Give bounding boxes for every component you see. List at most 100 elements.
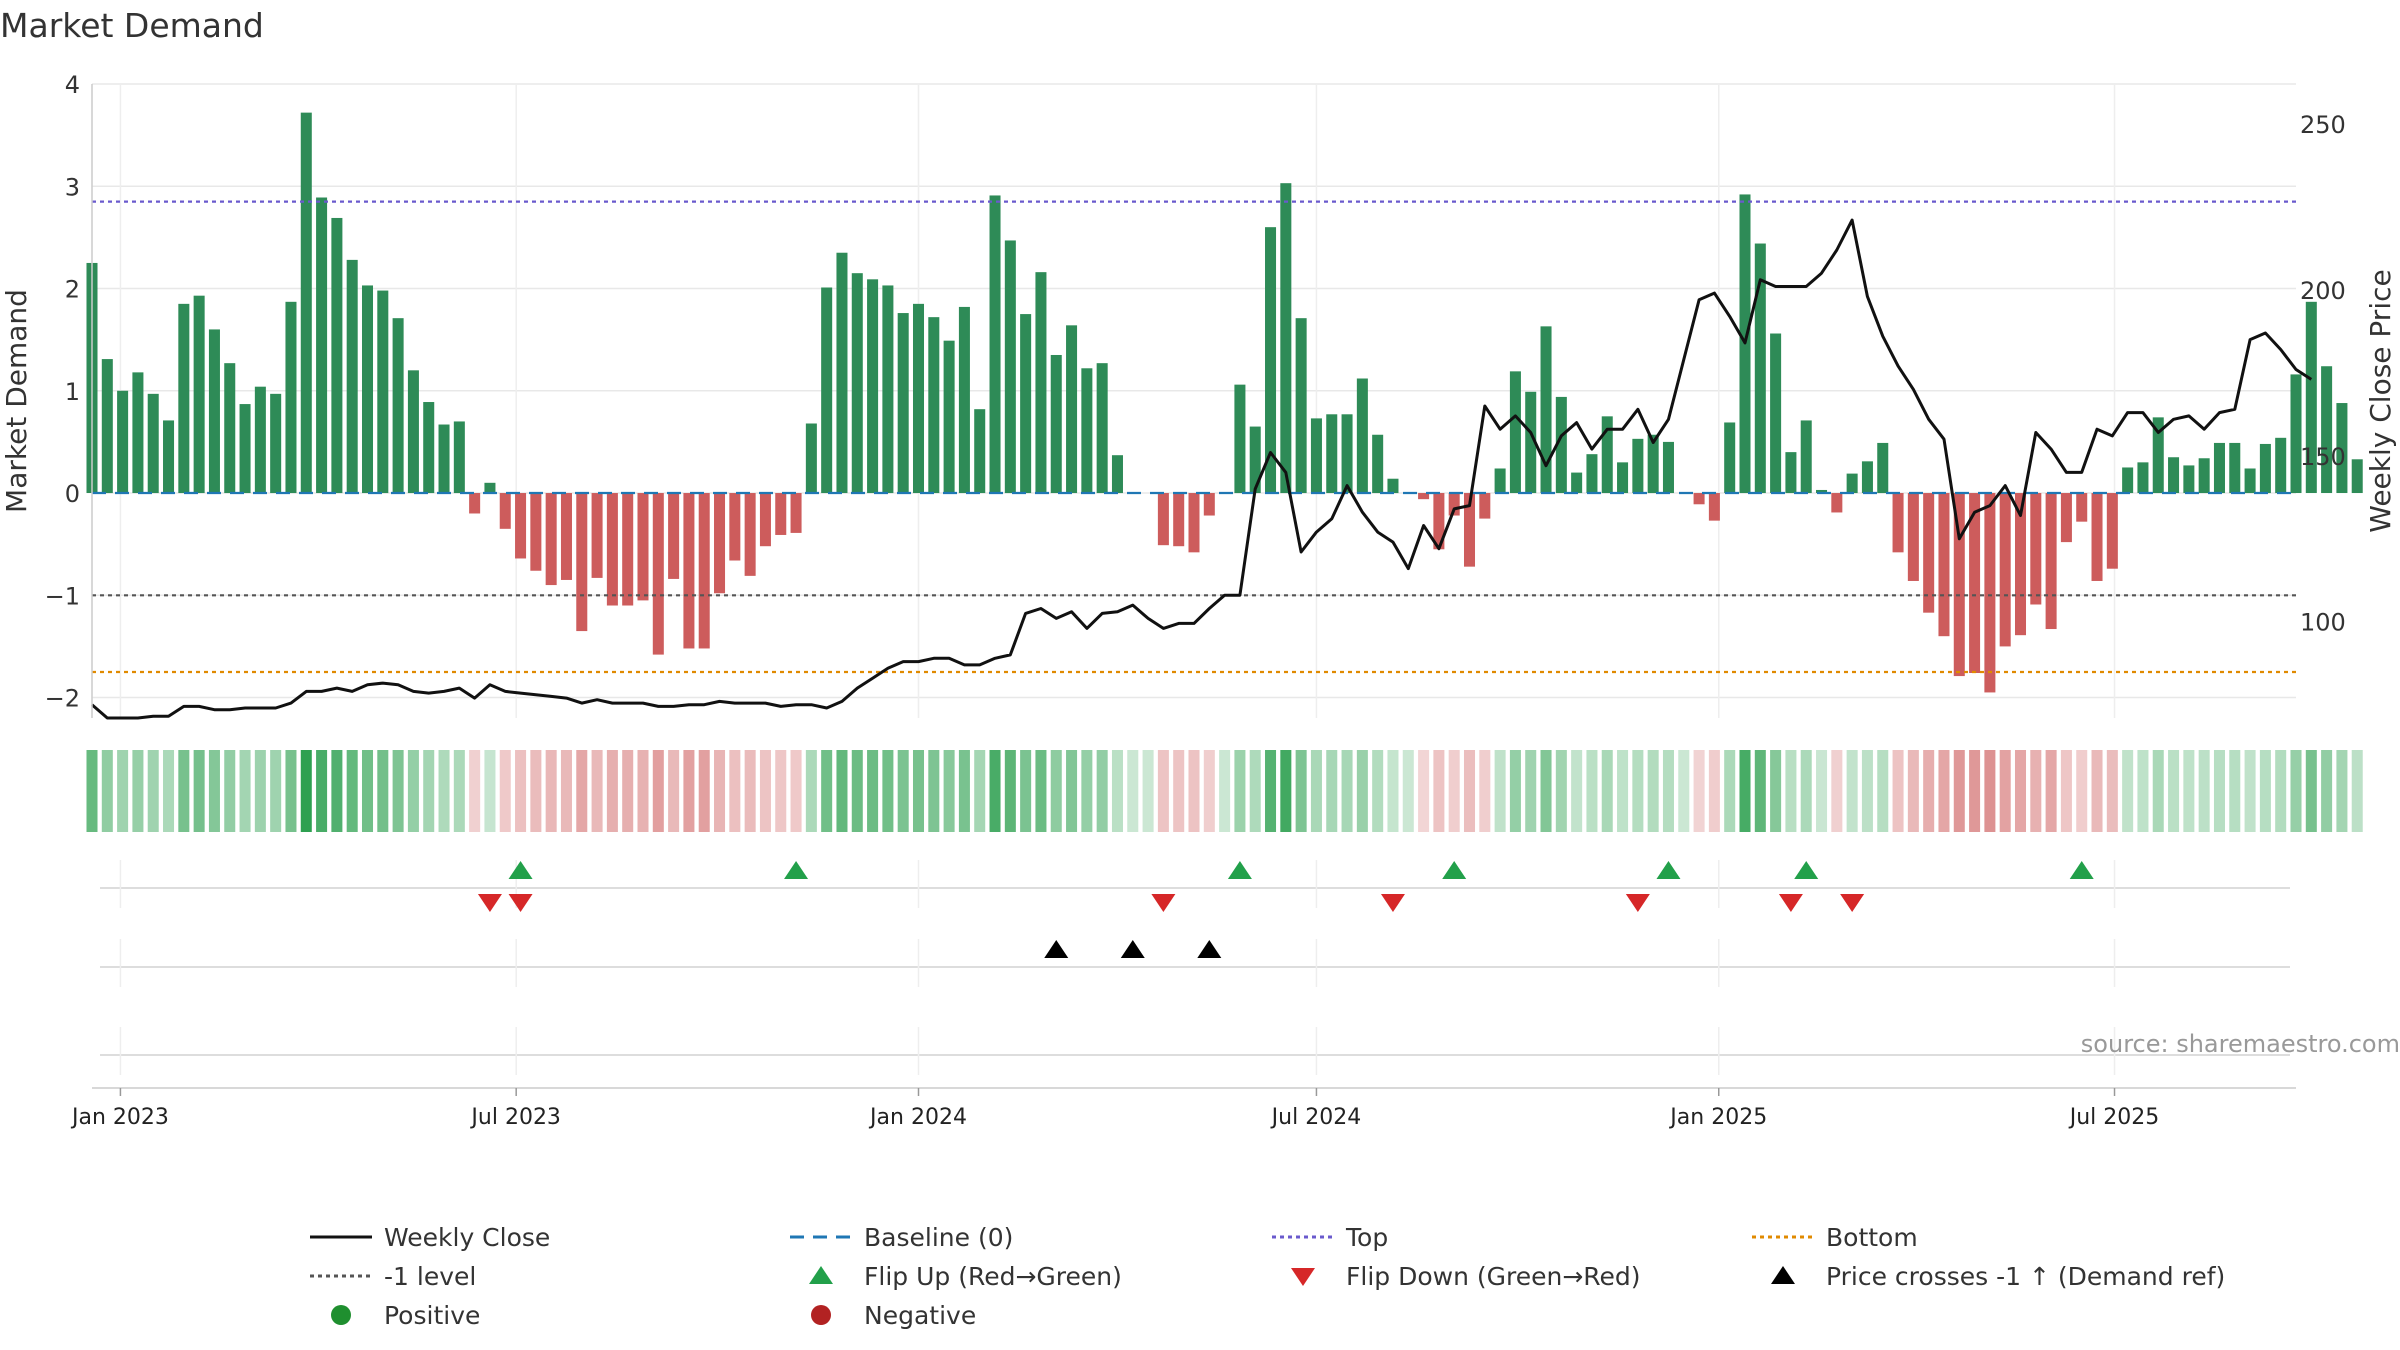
heat-cell: [2106, 750, 2118, 832]
heat-cell: [1831, 750, 1843, 832]
heat-cell: [790, 750, 802, 832]
heat-cell: [1173, 750, 1185, 832]
heat-cell: [851, 750, 863, 832]
demand-bar: [2152, 417, 2164, 494]
demand-bar: [178, 303, 190, 494]
heat-cell: [2152, 750, 2164, 832]
demand-bar: [2076, 493, 2088, 522]
legend-item: Flip Up (Red→Green): [809, 1262, 1122, 1291]
flip-down-marker: [1151, 894, 1176, 912]
heat-cell: [1724, 750, 1736, 832]
heat-cell: [1188, 750, 1200, 832]
demand-bar: [1463, 493, 1476, 567]
demand-bar: [1785, 452, 1797, 494]
flip-down-marker: [477, 894, 502, 912]
flip-down-marker: [508, 894, 533, 912]
demand-bar: [2321, 366, 2333, 494]
weekly-close-line: [91, 218, 2313, 720]
demand-bar: [270, 393, 282, 494]
heat-cell: [331, 750, 343, 832]
demand-bar: [1035, 272, 1047, 494]
legend-item: Positive: [331, 1301, 480, 1330]
demand-bar: [2137, 462, 2149, 494]
heat-cell: [1816, 750, 1828, 832]
demand-bar: [2045, 493, 2057, 630]
demand-bar: [1540, 326, 1552, 494]
price-cross-marker: [1044, 940, 1069, 958]
legend-item: Negative: [811, 1301, 976, 1330]
heat-cell: [1938, 750, 1950, 832]
heat-cell: [683, 750, 695, 832]
demand-bar: [1280, 183, 1292, 494]
legend-item: Bottom: [1752, 1223, 1918, 1252]
heat-cell: [1402, 750, 1414, 832]
heat-cell: [1907, 750, 1919, 832]
heat-cell: [2321, 750, 2333, 832]
x-tick-label: Jan 2025: [1668, 1105, 1767, 1130]
heat-cell: [1081, 750, 1093, 832]
heat-cell: [1341, 750, 1353, 832]
flip-down-marker: [1840, 894, 1865, 912]
heat-cell: [1111, 750, 1123, 832]
heat-cell: [1295, 750, 1307, 832]
demand-bar: [484, 482, 496, 494]
demand-bar: [2198, 458, 2210, 494]
heat-cell: [2076, 750, 2088, 832]
heat-cell: [897, 750, 909, 832]
demand-bar: [1816, 489, 1828, 494]
demand-bar: [668, 493, 680, 579]
demand-bar: [805, 423, 817, 494]
demand-bar: [2259, 443, 2271, 494]
demand-bar: [1096, 363, 1108, 494]
demand-bar: [530, 493, 542, 571]
demand-bar: [1693, 493, 1705, 505]
demand-bar: [1724, 422, 1736, 494]
demand-bar: [423, 402, 435, 494]
demand-bar: [1188, 493, 1200, 553]
heat-cell: [1219, 750, 1231, 832]
demand-bar: [2305, 301, 2317, 494]
left-tick-label: 0: [65, 480, 80, 508]
demand-bar: [331, 217, 343, 494]
heat-cell: [1142, 750, 1154, 832]
heat-cell: [1785, 750, 1797, 832]
demand-bar: [958, 306, 970, 494]
demand-bar: [438, 424, 450, 494]
demand-bar: [1356, 378, 1368, 494]
demand-bar: [1846, 473, 1858, 494]
demand-bar: [2060, 493, 2072, 543]
flip-down-marker: [1380, 894, 1405, 912]
demand-bar: [2229, 442, 2241, 494]
left-tick-label: 2: [65, 276, 80, 304]
heat-cell: [285, 750, 297, 832]
demand-bar: [453, 421, 465, 494]
chart-title: Market Demand: [0, 6, 264, 45]
heat-cell: [1265, 750, 1277, 832]
demand-bar: [1433, 493, 1445, 550]
demand-bar: [2183, 465, 2195, 494]
demand-bar: [683, 493, 695, 649]
demand-bar: [974, 409, 986, 494]
heat-cell: [805, 750, 817, 832]
heat-cell: [163, 750, 175, 832]
heat-cell: [1127, 750, 1139, 832]
heat-cell: [1234, 750, 1246, 832]
demand-bar: [2014, 493, 2027, 636]
demand-bar: [1969, 493, 1981, 674]
demand-bar: [1601, 416, 1613, 494]
right-axis-label: Weekly Close Price: [2364, 269, 2397, 532]
demand-bar: [1479, 493, 1491, 519]
demand-bar: [2106, 493, 2118, 569]
right-tick-label: 100: [2300, 609, 2346, 637]
heat-cell: [2351, 750, 2363, 832]
left-axis-label: Market Demand: [0, 289, 33, 513]
heat-cell: [1739, 750, 1751, 832]
heat-cell: [545, 750, 557, 832]
demand-bar: [469, 493, 481, 514]
demand-bar: [2244, 468, 2256, 494]
heat-cell: [2168, 750, 2180, 832]
heat-cell: [1020, 750, 1032, 832]
flip-up-marker: [1794, 861, 1819, 879]
heat-cell: [1662, 750, 1674, 832]
heat-cell: [759, 750, 771, 832]
